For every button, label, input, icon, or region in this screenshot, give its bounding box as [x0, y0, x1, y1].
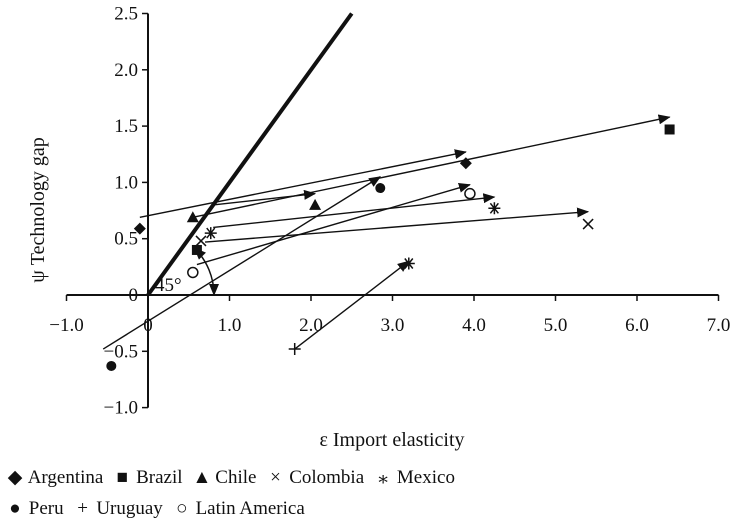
point-mexico — [402, 257, 415, 270]
legend-label: Chile — [210, 467, 257, 488]
legend-row-1: ◆ Argentina ■ Brazil ▲ Chile × Colombia ⁎ Me… — [6, 466, 465, 489]
legend-label: Argentina — [24, 467, 104, 488]
legend-label: Mexico — [392, 467, 455, 488]
trajectory-arrow — [192, 114, 671, 218]
legend-marker-chile: ▲ — [192, 467, 212, 488]
legend-item-uruguay: + Uruguay — [74, 498, 163, 520]
point-peru — [375, 183, 386, 194]
point-brazil — [664, 124, 675, 135]
y-tick-label: 0 — [129, 285, 139, 306]
reference-45-degree-line — [146, 12, 354, 297]
point-argentina — [133, 222, 146, 235]
x-axis-title: ε Import elasticity — [319, 429, 464, 451]
point-latin-america — [187, 266, 199, 279]
x-tick-label: 4.0 — [462, 315, 486, 336]
trajectory-arrow — [213, 189, 317, 206]
legend-label: Peru — [24, 498, 64, 519]
y-tick-label: 0.5 — [114, 229, 138, 250]
legend-label: Latin America — [190, 498, 305, 519]
trajectory-arrow — [213, 193, 496, 229]
point-latin-america — [464, 187, 476, 200]
point-colombia — [195, 235, 207, 247]
reference-line — [146, 12, 354, 297]
y-tick-label: −1.0 — [104, 398, 138, 419]
legend-item-mexico: ⁎ Mexico — [374, 466, 455, 489]
legend-marker-brazil: ■ — [116, 467, 129, 488]
trajectory-arrow — [204, 207, 590, 243]
legend-item-argentina: ◆ Argentina — [6, 466, 104, 489]
legend-item-chile: ▲ Chile — [193, 467, 257, 489]
legend-item-latin-america: ○ Latin America — [173, 498, 305, 520]
data-points — [106, 124, 675, 371]
y-tick-label: −0.5 — [104, 341, 138, 362]
point-uruguay — [288, 343, 301, 356]
y-tick-label: 1.0 — [114, 172, 138, 193]
angle-label: 45° — [155, 275, 182, 296]
x-tick-label: 5.0 — [544, 315, 568, 336]
point-mexico — [204, 227, 217, 240]
x-tick-label: 3.0 — [381, 315, 405, 336]
legend-marker-argentina: ◆ — [7, 467, 23, 488]
point-colombia — [582, 218, 594, 230]
legend-marker-colombia: × — [270, 467, 281, 488]
point-brazil — [191, 244, 202, 255]
axes: −1.0 0 1.0 2.0 3.0 4.0 5.0 6.0 7.0−1.0−0.500.51.… — [49, 4, 730, 419]
x-tick-label: 2.0 — [299, 315, 323, 336]
y-tick-label: 1.5 — [114, 116, 138, 137]
x-tick-label: −1.0 — [49, 315, 83, 336]
point-peru — [106, 360, 117, 371]
arrows — [102, 114, 671, 350]
x-tick-label: 1.0 — [218, 315, 242, 336]
x-tick-label: 0 — [143, 315, 153, 336]
legend-marker-latin-america: ○ — [176, 498, 188, 519]
point-mexico — [488, 202, 501, 215]
trajectory-arrow — [139, 149, 467, 218]
chart-svg: −1.0 0 1.0 2.0 3.0 4.0 5.0 6.0 7.0−1.0−0.500.51.… — [27, 4, 730, 452]
legend-row-2: ● Peru + Uruguay ○ Latin America — [6, 498, 315, 520]
legend-label: Uruguay — [91, 498, 163, 519]
trajectory-arrow — [196, 182, 471, 266]
x-tick-label: 7.0 — [707, 315, 731, 336]
legend-item-peru: ● Peru — [6, 498, 64, 520]
legend-item-brazil: ■ Brazil — [113, 467, 183, 489]
point-argentina — [459, 157, 472, 170]
legend-marker-mexico: ⁎ — [378, 467, 388, 488]
legend-label: Brazil — [131, 467, 183, 488]
legend-item-colombia: × Colombia — [266, 467, 364, 489]
legend-marker-peru: ● — [9, 498, 21, 519]
trajectory-arrow — [102, 176, 382, 350]
x-tick-label: 6.0 — [625, 315, 649, 336]
trajectory-arrow — [294, 260, 410, 350]
legend-marker-uruguay: + — [77, 498, 88, 519]
y-tick-label: 2.0 — [114, 60, 138, 81]
y-tick-label: 2.5 — [114, 4, 138, 25]
point-chile — [309, 198, 322, 210]
y-axis-title: ψ Technology gap — [27, 137, 49, 283]
legend-label: Colombia — [284, 467, 365, 488]
point-chile — [186, 211, 199, 223]
